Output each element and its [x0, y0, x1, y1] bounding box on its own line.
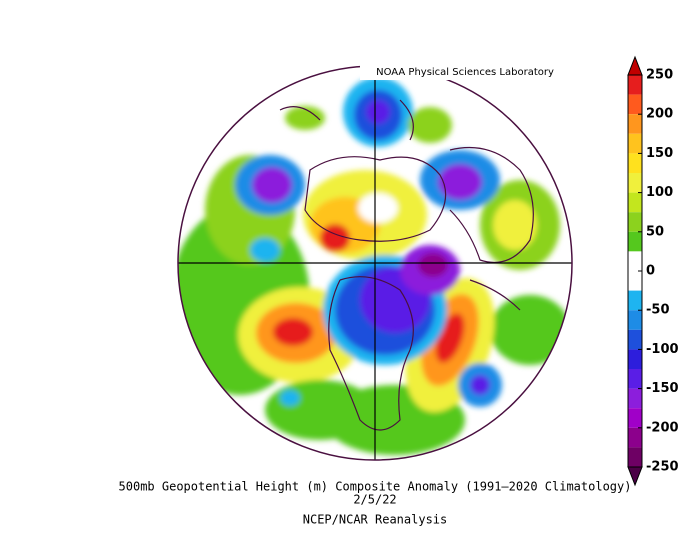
- coastlines: [279, 99, 534, 431]
- colorbar-bin: [628, 94, 642, 115]
- anomaly-blob: [493, 200, 537, 250]
- colorbar-tick-label: 150: [646, 146, 673, 161]
- colorbar: 250 200 150 100 50 0 -50 -100 -150 -200 -250: [627, 55, 679, 487]
- coastline: [279, 99, 521, 311]
- colorbar-bin: [628, 408, 642, 428]
- anomaly-blob: [273, 318, 313, 346]
- anomaly-blob: [490, 295, 570, 365]
- coastline: [304, 156, 447, 242]
- colorbar-bin: [628, 271, 642, 291]
- anomaly-blob: [285, 106, 325, 130]
- colorbar-bin: [628, 329, 642, 350]
- anomaly-blob: [470, 375, 490, 395]
- map-source: NCEP/NCAR Reanalysis: [303, 513, 448, 527]
- anomaly-layer: [178, 77, 570, 455]
- coastline: [328, 276, 414, 431]
- colorbar-bin: [628, 133, 642, 154]
- colorbar-tick-label: -200: [646, 420, 679, 435]
- anomaly-blob: [280, 390, 300, 406]
- colorbar-bin: [628, 447, 642, 467]
- colorbar-bin: [628, 75, 642, 95]
- colorbar-tick-label: -100: [646, 342, 679, 357]
- colorbar-tick-label: -50: [646, 303, 670, 318]
- colorbar-bin: [628, 369, 642, 389]
- colorbar-extend: [627, 55, 643, 76]
- credit-box: [360, 64, 570, 80]
- colorbar-bin: [628, 114, 642, 134]
- credit: NOAA Physical Sciences Laboratory: [376, 67, 554, 78]
- colorbar-bin: [628, 388, 642, 409]
- colorbar-tick-label: -250: [646, 460, 679, 475]
- colorbar-bin: [628, 251, 642, 271]
- colorbar-bin: [628, 212, 642, 232]
- colorbar-bin: [628, 231, 642, 252]
- anomaly-blob: [320, 224, 350, 252]
- colorbar-bin: [628, 427, 642, 448]
- anomaly-blob: [358, 193, 398, 223]
- coastline: [449, 146, 534, 264]
- anomaly-blob: [366, 100, 390, 124]
- map-field: [178, 66, 572, 460]
- colorbar-bin: [628, 173, 642, 193]
- anomaly-blob: [252, 167, 292, 203]
- colorbar-tick-label: 200: [646, 107, 673, 122]
- colorbar-bin: [628, 153, 642, 173]
- colorbar-tick-label: 250: [646, 68, 673, 83]
- anomaly-blob: [408, 107, 452, 143]
- colorbar-bin: [628, 310, 642, 330]
- colorbar-bin: [628, 290, 642, 311]
- colorbar-tick-label: 50: [646, 224, 664, 239]
- anomaly-blob: [250, 238, 280, 262]
- colorbar-bin: [628, 349, 642, 369]
- colorbar-bin: [628, 192, 642, 213]
- anomaly-blob: [418, 253, 448, 277]
- anomaly-blob: [438, 164, 482, 200]
- colorbar-tick-label: 100: [646, 185, 673, 200]
- colorbar-tick-label: 0: [646, 264, 655, 279]
- map-date: 2/5/22: [353, 493, 396, 507]
- colorbar-tick-label: -150: [646, 381, 679, 396]
- map-title: 500mb Geopotential Height (m) Composite …: [119, 480, 632, 494]
